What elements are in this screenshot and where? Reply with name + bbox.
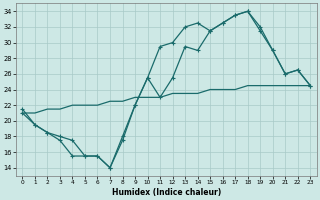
X-axis label: Humidex (Indice chaleur): Humidex (Indice chaleur) <box>112 188 221 197</box>
